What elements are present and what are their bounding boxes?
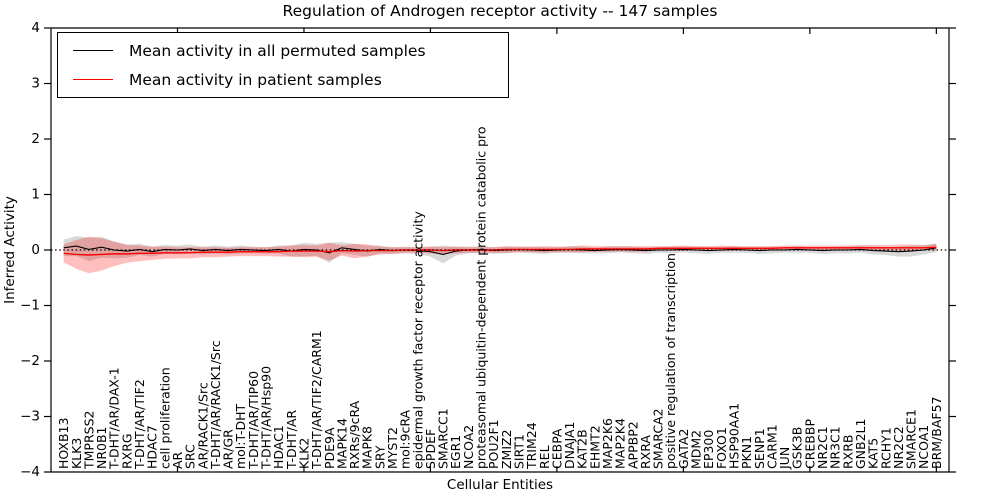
x-tick-label: epidermal growth factor receptor activit… [410,211,425,469]
uncertainty-bands [63,236,937,274]
x-tick-label: GATA2 [676,429,691,469]
x-tick-label: T-DHT/AR/TIF2/CARM1 [309,330,324,470]
mean-lines [63,245,937,256]
x-tick-label: NR2C2 [891,426,906,469]
x-tick-label: MAP2K6 [600,418,615,469]
x-tick-labels: HOXB13KLK3TMPRSS2NR0B1T-DHT/AR/DAX-1RXRG… [56,126,944,470]
x-tick-label: RXRG [119,433,134,469]
x-tick-label: MAPK14 [334,418,349,469]
x-tick-label: MAPK8 [360,426,375,469]
x-tick-label: TRIM24 [524,422,539,470]
legend-label-permuted: Mean activity in all permuted samples [129,41,426,60]
x-tick-label: HSP90AA1 [726,403,741,469]
y-tick-label: 4 [31,20,40,36]
x-tick-label: DNAJA1 [562,422,577,470]
x-tick-label: EP300 [701,430,716,469]
x-tick-label: SENP1 [752,428,767,469]
y-tick-label: −1 [20,298,40,314]
x-tick-label: KLK2 [296,438,311,469]
x-tick-label: cell proliferation [157,367,172,469]
x-tick-label: PDE9A [322,427,337,469]
x-tick-label: GNB2L1 [853,419,868,469]
x-tick-label: SIRT1 [511,434,526,469]
x-tick-label: RXRA [638,435,653,469]
legend: Mean activity in all permuted samples Me… [57,32,509,98]
x-tick-label: proteasomal ubiquitin-dependent protein … [474,126,489,469]
y-tick-label: 2 [31,131,40,147]
x-tick-label: T-DHT/AR/Hsp90 [259,366,274,470]
chart-title: Regulation of Androgen receptor activity… [282,2,718,20]
x-tick-label: T-DHT/AR/TIP60 [246,371,261,470]
x-tick-label: CARM1 [764,424,779,469]
x-tick-label: AR/GR [221,429,236,469]
x-tick-label: TMPRSS2 [81,411,96,470]
x-tick-label: HOXB13 [56,418,71,469]
x-tick-label: MYST2 [385,427,400,469]
x-tick-label: EGR1 [448,435,463,469]
x-tick-label: KAT2B [575,429,590,469]
legend-item-permuted: Mean activity in all permuted samples [73,41,508,61]
x-tick-label: T-DHT/AR/DAX-1 [107,367,122,470]
x-tick-label: HDAC7 [145,425,160,469]
y-tick-label: −3 [20,409,40,425]
x-tick-label: ZMIZ2 [499,429,514,469]
x-tick-label: SPDEF [423,429,438,469]
legend-item-patient: Mean activity in patient samples [73,70,508,90]
x-tick-label: GSK3B [790,427,805,469]
permuted-line-swatch [73,50,113,51]
x-tick-label: positive regulation of transcription [663,253,678,469]
x-tick-label: NR3C1 [828,426,843,469]
y-tick-label: 0 [31,242,40,258]
x-tick-label: AR [170,451,185,469]
x-tick-label: SRY [372,445,387,469]
patient-line-swatch [73,79,113,80]
x-tick-label: REL [537,445,552,469]
x-tick-label: AR/RACK1/Src [195,382,210,469]
y-tick-label: 3 [31,76,40,92]
y-tick-labels: 4 3 2 1 0 −1 −2 −3 −4 [20,20,40,480]
tick-marks [44,27,956,473]
patient-mean-line [63,246,937,256]
x-tick-label: SMARCC1 [436,408,451,469]
patient-band [63,236,937,274]
x-tick-label: MAP2K4 [613,418,628,469]
y-axis-label: Inferred Activity [2,196,18,304]
x-tick-label: T-DHT/AR/RACK1/Src [208,340,223,470]
x-tick-label: SMARCA2 [651,408,666,469]
x-tick-label: NCOA1 [916,425,931,469]
x-tick-label: PKN1 [739,436,754,469]
y-tick-label: 1 [31,187,40,203]
x-tick-label: CEBPA [549,428,564,469]
x-tick-label: SRC [183,444,198,469]
x-tick-label: RXRs/9cRA [347,400,362,469]
x-tick-label: SMARCE1 [904,409,919,469]
x-tick-label: RXRB [840,434,855,469]
x-tick-label: mol:T-DHT [233,403,248,469]
x-tick-label: APPBP2 [625,421,640,469]
x-tick-label: RCHY1 [878,427,893,469]
y-tick-label: −4 [20,464,40,480]
x-tick-label: POU2F1 [486,419,501,469]
x-tick-label: HDAC1 [271,425,286,469]
x-tick-label: mol:9cRA [398,409,413,469]
legend-label-patient: Mean activity in patient samples [129,70,382,89]
x-tick-label: NR2C1 [815,426,830,469]
x-tick-label: T-DHT/AR/TIF2 [132,379,147,470]
x-tick-label: T-DHT/AR [284,410,299,470]
x-tick-label: FOXO1 [714,427,729,469]
x-axis-label: Cellular Entities [446,477,554,493]
x-tick-label: KLK3 [69,438,84,469]
x-tick-label: KAT5 [866,438,881,469]
x-tick-label: JUN [777,447,792,470]
x-tick-label: CREBBP [802,419,817,469]
x-tick-label: BRM/BAF57 [929,397,944,469]
x-tick-label: EHMT2 [587,425,602,469]
x-tick-label: MDM2 [689,430,704,469]
x-tick-label: NCOA2 [461,425,476,469]
y-tick-label: −2 [20,353,40,369]
x-tick-label: NR0B1 [94,426,109,469]
